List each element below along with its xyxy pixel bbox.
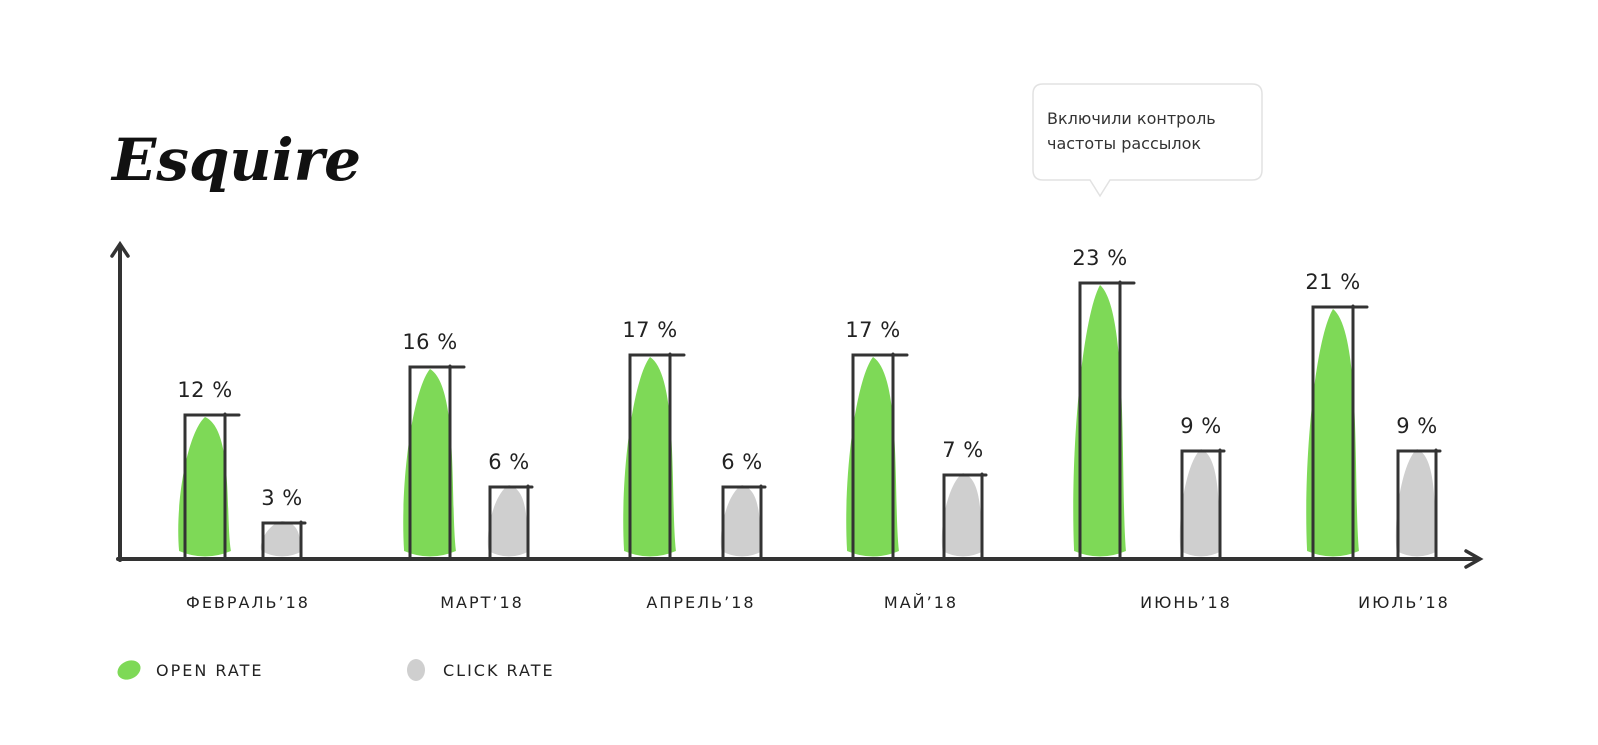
click-rate-bar-fill xyxy=(1179,449,1222,557)
click-rate-bar-fill xyxy=(487,485,530,557)
open-rate-bar xyxy=(183,412,241,561)
legend-swatch-click-rate xyxy=(407,659,425,681)
open-rate-value-label: 17 % xyxy=(845,318,900,342)
x-category-label: ИЮНЬ’18 xyxy=(1140,593,1232,612)
bar-group: 17 % 6 % АПРЕЛЬ’18 xyxy=(622,318,767,612)
open-rate-value-label: 12 % xyxy=(177,378,232,402)
annotation-callout: Включили контроль частоты рассылок xyxy=(1032,83,1263,198)
click-rate-bar-fill xyxy=(720,485,763,557)
click-rate-bar xyxy=(488,484,534,561)
click-rate-value-label: 7 % xyxy=(942,438,984,462)
legend-swatch-open-rate xyxy=(117,660,141,680)
open-rate-bar xyxy=(851,352,909,561)
bar-group: 23 % 9 % ИЮНЬ’18 xyxy=(1072,246,1232,612)
axes xyxy=(110,240,1484,569)
esquire-logo: Esquire xyxy=(110,126,361,194)
open-rate-value-label: 23 % xyxy=(1072,246,1127,270)
open-rate-value-label: 16 % xyxy=(402,330,457,354)
open-rate-bar xyxy=(408,364,466,561)
open-rate-bar-fill xyxy=(1073,285,1126,557)
bar-group: 16 % 6 % МАРТ’18 xyxy=(402,330,534,612)
click-rate-bar xyxy=(942,472,988,561)
open-rate-bar-fill xyxy=(1306,309,1359,557)
click-rate-bar-fill xyxy=(941,473,984,557)
click-rate-bar xyxy=(261,520,307,561)
bar-group: 17 % 7 % МАЙ’18 xyxy=(845,318,988,612)
bar-groups: 12 % 3 % ФЕВРАЛЬ’18 16 % 6 % МАРТ’18 17 % 6 % АП… xyxy=(177,246,1450,612)
click-rate-bar-fill xyxy=(260,521,303,557)
x-category-label: АПРЕЛЬ’18 xyxy=(646,593,755,612)
open-rate-value-label: 21 % xyxy=(1305,270,1360,294)
legend-label-open-rate: OPEN RATE xyxy=(156,661,263,680)
x-axis-arrow xyxy=(1464,549,1484,569)
open-rate-bar xyxy=(1078,280,1136,561)
click-rate-bar xyxy=(1180,448,1226,561)
annotation-line-2: частоты рассылок xyxy=(1047,134,1201,153)
annotation-line-1: Включили контроль xyxy=(1047,109,1216,128)
x-category-label: ИЮЛЬ’18 xyxy=(1358,593,1450,612)
click-rate-bar-fill xyxy=(1395,449,1438,557)
open-rate-bar-fill xyxy=(403,369,456,557)
click-rate-bar xyxy=(721,484,767,561)
legend-label-click-rate: CLICK RATE xyxy=(443,661,555,680)
legend: OPEN RATE CLICK RATE xyxy=(117,659,555,681)
click-rate-value-label: 3 % xyxy=(261,486,303,510)
x-category-label: МАЙ’18 xyxy=(884,593,958,612)
click-rate-bar xyxy=(1396,448,1442,561)
open-rate-bar-fill xyxy=(623,357,676,557)
open-rate-bar-fill xyxy=(178,417,231,557)
click-rate-value-label: 9 % xyxy=(1396,414,1438,438)
bar-group: 12 % 3 % ФЕВРАЛЬ’18 xyxy=(177,378,310,612)
open-rate-value-label: 17 % xyxy=(622,318,677,342)
x-category-label: ФЕВРАЛЬ’18 xyxy=(186,593,310,612)
open-rate-bar xyxy=(628,352,686,561)
click-rate-value-label: 6 % xyxy=(488,450,530,474)
bar-group: 21 % 9 % ИЮЛЬ’18 xyxy=(1305,270,1450,612)
click-rate-value-label: 6 % xyxy=(721,450,763,474)
click-rate-value-label: 9 % xyxy=(1180,414,1222,438)
x-category-label: МАРТ’18 xyxy=(440,593,524,612)
open-rate-bar-fill xyxy=(846,357,899,557)
annotation-bubble xyxy=(1032,83,1263,198)
open-rate-bar xyxy=(1311,304,1369,561)
y-axis-arrow xyxy=(110,240,130,258)
